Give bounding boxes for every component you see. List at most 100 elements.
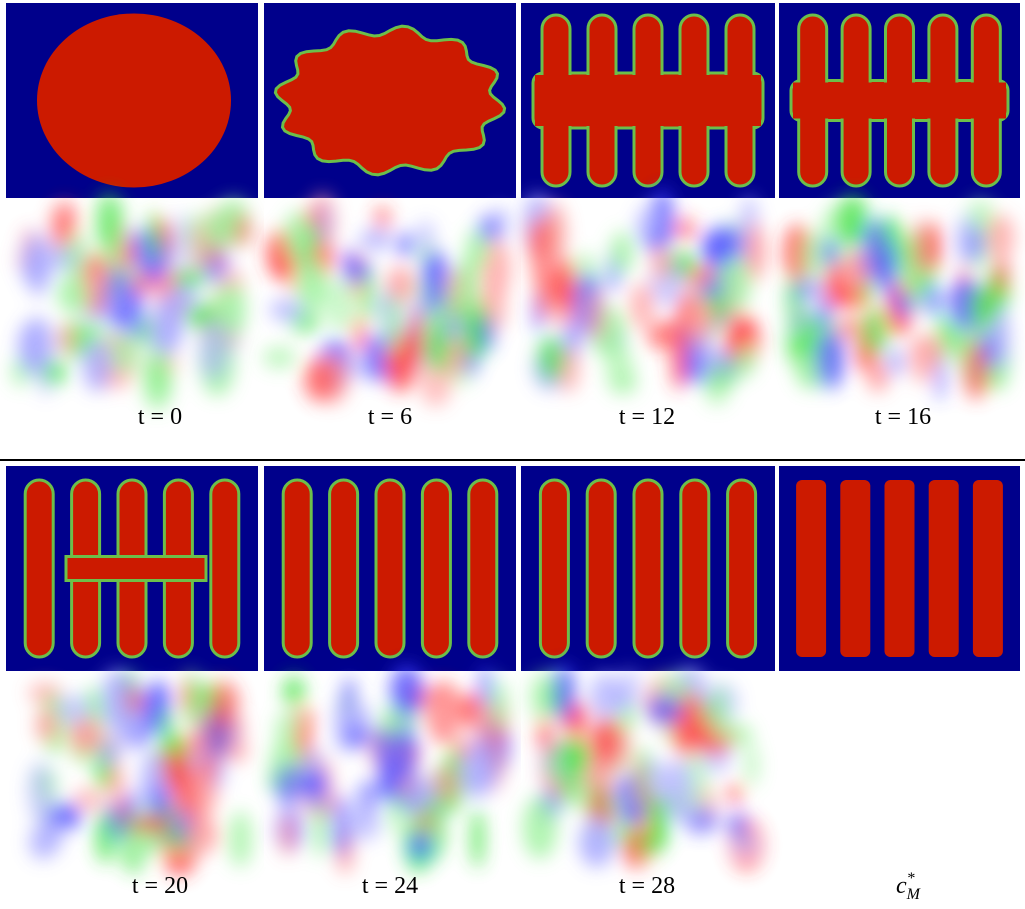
time-label: t = 12 [619, 404, 675, 430]
blob [727, 812, 747, 840]
blob [284, 211, 313, 261]
time-label: t = 6 [368, 404, 412, 430]
blob [57, 324, 76, 354]
velocity-field [521, 664, 775, 872]
blob [868, 364, 889, 392]
blob [390, 665, 423, 718]
blob [647, 695, 682, 725]
blob [895, 293, 914, 315]
stripe [929, 480, 959, 657]
blob [881, 243, 897, 299]
blob [173, 213, 188, 275]
blob [673, 217, 696, 241]
blob [493, 288, 508, 329]
velocity-field [6, 192, 258, 411]
label-sub: M [906, 886, 922, 903]
blob [350, 260, 371, 281]
blob [353, 316, 367, 354]
blob [202, 754, 217, 781]
time-label: t = 28 [619, 873, 675, 899]
blob [799, 232, 826, 280]
blob [183, 816, 218, 855]
blob [21, 233, 56, 291]
blob [410, 833, 431, 858]
label-sup: * [907, 870, 915, 887]
blob [360, 229, 392, 250]
blob [220, 282, 246, 336]
final-label: c*M [896, 870, 922, 903]
stripe [211, 480, 239, 657]
blob [229, 811, 253, 867]
blob [397, 232, 414, 257]
label-base: c [896, 873, 907, 899]
blob [492, 680, 508, 730]
blob [602, 795, 623, 816]
blob [535, 257, 552, 319]
blob [528, 673, 556, 722]
blob [713, 685, 727, 743]
blob [396, 722, 417, 779]
blob [955, 215, 979, 264]
blob [537, 335, 565, 382]
velocity-field [263, 194, 516, 407]
blob [101, 268, 136, 331]
blob [130, 270, 154, 295]
blob [195, 691, 208, 714]
velocity-field [264, 665, 516, 875]
velocity-field [6, 669, 258, 876]
stripe [283, 480, 311, 657]
blob [342, 677, 356, 709]
blob [613, 680, 628, 712]
blob [887, 348, 904, 376]
blob [99, 738, 121, 766]
blob [818, 299, 832, 328]
phase-field [779, 466, 1020, 671]
blob [839, 315, 853, 340]
blob [324, 280, 356, 331]
blob [663, 760, 693, 823]
figure: t = 0 t = 6 t = 12 t = 16 t = 20 t = 24 … [0, 0, 1025, 909]
blob [651, 244, 671, 280]
blob [963, 341, 989, 400]
blob [297, 262, 328, 310]
blob [431, 766, 461, 802]
stripe [422, 480, 450, 657]
phase-field [6, 466, 258, 671]
blob [479, 665, 492, 711]
blob [95, 192, 124, 252]
blob [637, 835, 661, 856]
stripe [885, 480, 915, 657]
blob [923, 222, 941, 271]
blob [147, 211, 160, 258]
blob [450, 335, 463, 374]
blob [386, 293, 401, 353]
blob [630, 283, 654, 329]
blob [745, 743, 759, 786]
blob [375, 206, 390, 230]
stripe [25, 480, 53, 657]
blob [561, 741, 590, 774]
blob [914, 335, 945, 365]
blob [418, 221, 434, 249]
blob [269, 300, 303, 320]
blob [158, 709, 174, 735]
domain-core [535, 75, 761, 126]
blob [924, 284, 941, 316]
velocity-field [779, 194, 1020, 401]
blob [51, 803, 82, 829]
blob [36, 708, 57, 741]
blob [552, 258, 576, 311]
blob [424, 697, 459, 734]
velocity-field [521, 189, 775, 407]
blob [126, 790, 138, 818]
phase-field [521, 466, 775, 671]
blob [316, 202, 332, 244]
blob [340, 702, 371, 731]
blob [96, 811, 115, 864]
blob [283, 676, 305, 707]
phase-field [779, 3, 1020, 198]
blob [554, 664, 575, 721]
phase-field [264, 466, 516, 671]
stripe [681, 480, 709, 657]
blob [280, 814, 295, 856]
